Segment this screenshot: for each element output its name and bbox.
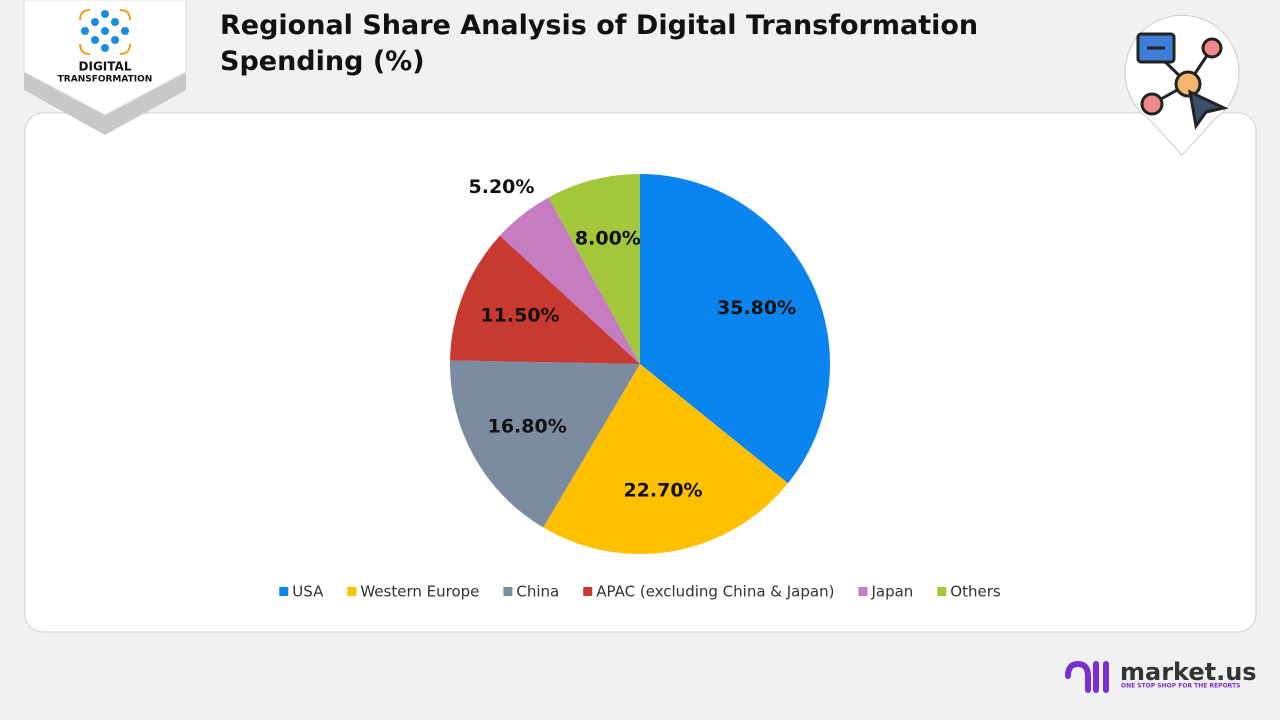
logo-text: DIGITAL [79,60,132,74]
data-label: 35.80% [717,297,796,319]
pie-slice [450,235,640,364]
legend-swatch [279,587,289,596]
legend-swatch [583,587,593,596]
pie-slice [548,174,640,364]
logo-text: TRANSFORMATION [58,75,153,85]
pie-slice [499,197,640,364]
data-label: 5.20% [469,176,535,198]
network-icon [1124,14,1240,156]
legend-label: USA [292,583,324,601]
pie-slice [640,174,830,484]
chart-title: Regional Share Analysis of Digital Trans… [220,10,979,77]
pie-slice [450,360,640,528]
brand-tagline: ONE STOP SHOP FOR THE REPORTS [1121,683,1240,690]
data-label: 16.80% [488,415,567,437]
logo-badge: DIGITAL TRANSFORMATION [23,0,187,135]
legend-label: APAC (excluding China & Japan) [596,583,834,601]
pie-slice [543,364,788,555]
data-label: 22.70% [623,480,702,502]
legend-swatch [503,587,513,596]
legend-label: Western Europe [360,583,479,601]
legend-swatch [858,587,868,596]
brand-name: market.us [1120,658,1257,686]
data-label: 8.00% [575,227,641,249]
legend-swatch [347,587,357,596]
legend-swatch [937,587,947,596]
legend-label: China [516,583,559,601]
legend-label: Others [950,583,1001,601]
legend-label: Japan [870,583,913,601]
legend: USA Western Europe China APAC (excluding Ch… [279,583,1001,601]
brand-logo: market.us ONE STOP SHOP FOR THE REPORTS [1065,658,1257,693]
data-label: 11.50% [480,305,559,327]
